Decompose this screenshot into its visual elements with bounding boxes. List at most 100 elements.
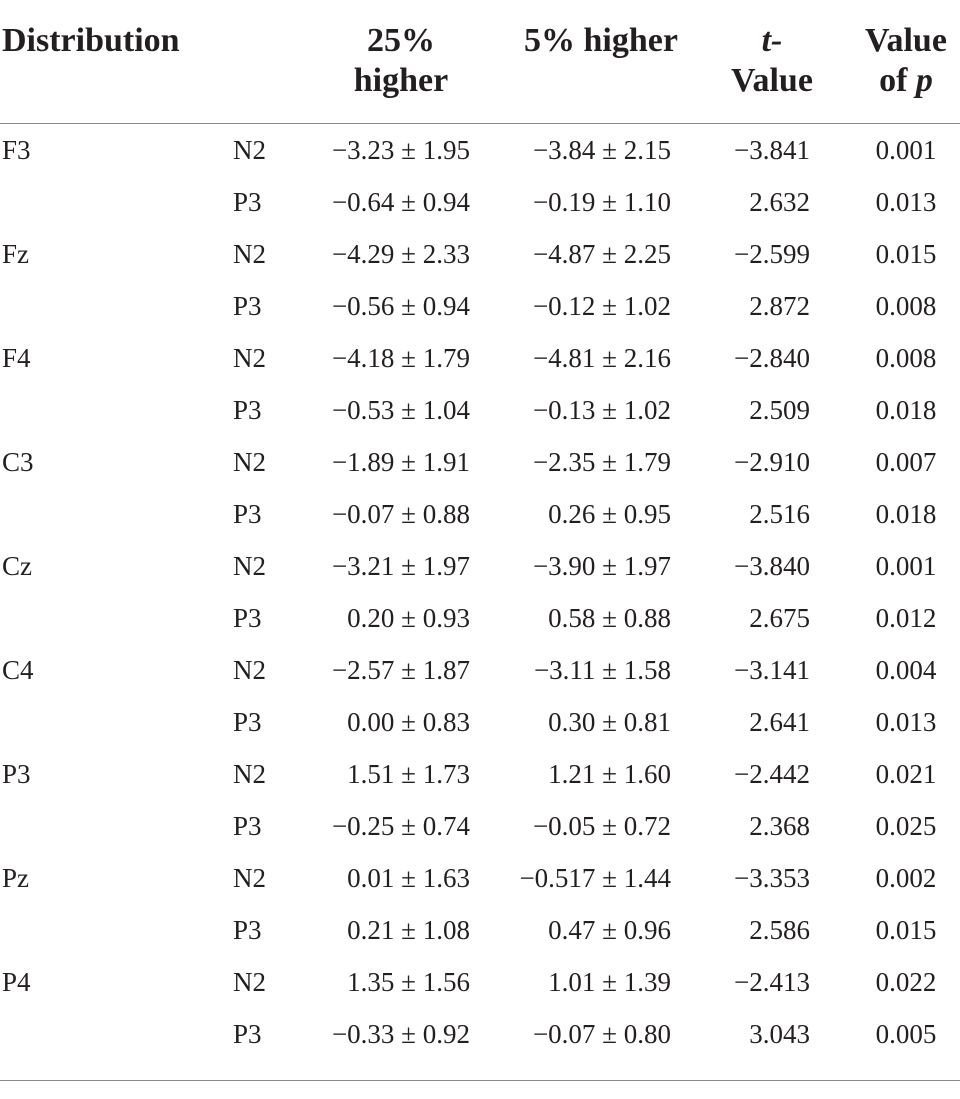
table-header: Distribution 25% higher 5% higher t- Val… bbox=[0, 0, 960, 123]
table-row: P3 0.20 ± 0.93 0.58 ± 0.88 2.675 0.012 bbox=[0, 592, 960, 644]
cell-25-higher: −0.25 ± 0.74 bbox=[331, 811, 470, 841]
cell-5-higher: 1.21 ± 1.60 bbox=[548, 759, 671, 789]
cell-distribution: F4 bbox=[2, 343, 31, 373]
table-row: P3 −0.64 ± 0.94 −0.19 ± 1.10 2.632 0.013 bbox=[0, 176, 960, 228]
table-row: P3 −0.56 ± 0.94 −0.12 ± 1.02 2.872 0.008 bbox=[0, 280, 960, 332]
cell-component: N2 bbox=[233, 447, 266, 477]
table-row: P3 0.21 ± 1.08 0.47 ± 0.96 2.586 0.015 bbox=[0, 904, 960, 956]
cell-component: N2 bbox=[233, 759, 266, 789]
cell-p-value: 0.018 bbox=[875, 395, 937, 425]
cell-5-higher: −2.35 ± 1.79 bbox=[532, 447, 671, 477]
cell-t-value: −3.841 bbox=[734, 135, 810, 165]
cell-component: N2 bbox=[233, 343, 266, 373]
cell-t-value: 2.872 bbox=[749, 291, 810, 321]
cell-25-higher: −4.18 ± 1.79 bbox=[331, 343, 470, 373]
cell-component: P3 bbox=[233, 707, 262, 737]
cell-p-value: 0.013 bbox=[875, 187, 937, 217]
table-row: F3 N2 −3.23 ± 1.95 −3.84 ± 2.15 −3.841 0.001 bbox=[0, 124, 960, 176]
cell-component: P3 bbox=[233, 499, 262, 529]
cell-p-value: 0.012 bbox=[875, 603, 937, 633]
header-5-higher: 5% higher bbox=[524, 22, 678, 59]
header-rule bbox=[0, 123, 960, 124]
cell-component: P3 bbox=[233, 291, 262, 321]
cell-p-value: 0.018 bbox=[875, 499, 937, 529]
cell-t-value: −2.442 bbox=[734, 759, 810, 789]
cell-p-value: 0.004 bbox=[875, 655, 937, 685]
cell-25-higher: −2.57 ± 1.87 bbox=[331, 655, 470, 685]
cell-component: P3 bbox=[233, 603, 262, 633]
cell-5-higher: −3.84 ± 2.15 bbox=[532, 135, 671, 165]
cell-5-higher: −0.12 ± 1.02 bbox=[532, 291, 671, 321]
cell-t-value: 2.516 bbox=[749, 499, 810, 529]
cell-25-higher: 0.20 ± 0.93 bbox=[347, 603, 470, 633]
cell-25-higher: −1.89 ± 1.91 bbox=[331, 447, 470, 477]
cell-p-value: 0.015 bbox=[875, 915, 937, 945]
cell-p-value: 0.001 bbox=[875, 551, 937, 581]
table-row: Fz N2 −4.29 ± 2.33 −4.87 ± 2.25 −2.599 0.015 bbox=[0, 228, 960, 280]
table-row: P3 −0.07 ± 0.88 0.26 ± 0.95 2.516 0.018 bbox=[0, 488, 960, 540]
cell-component: N2 bbox=[233, 551, 266, 581]
table-row: P3 −0.25 ± 0.74 −0.05 ± 0.72 2.368 0.025 bbox=[0, 800, 960, 852]
cell-t-value: −2.910 bbox=[734, 447, 810, 477]
cell-t-value: 3.043 bbox=[749, 1019, 810, 1049]
cell-5-higher: 0.26 ± 0.95 bbox=[548, 499, 671, 529]
bottom-rule bbox=[0, 1080, 960, 1081]
cell-25-higher: 0.00 ± 0.83 bbox=[347, 707, 470, 737]
table-row: P3 N2 1.51 ± 1.73 1.21 ± 1.60 −2.442 0.021 bbox=[0, 748, 960, 800]
cell-component: P3 bbox=[233, 395, 262, 425]
cell-25-higher: −0.07 ± 0.88 bbox=[331, 499, 470, 529]
cell-component: P3 bbox=[233, 915, 262, 945]
cell-component: N2 bbox=[233, 863, 266, 893]
cell-5-higher: 0.58 ± 0.88 bbox=[548, 603, 671, 633]
table-row: C4 N2 −2.57 ± 1.87 −3.11 ± 1.58 −3.141 0.004 bbox=[0, 644, 960, 696]
cell-p-value: 0.008 bbox=[875, 343, 937, 373]
cell-t-value: 2.641 bbox=[749, 707, 810, 737]
cell-t-value: −3.840 bbox=[734, 551, 810, 581]
cell-component: N2 bbox=[233, 239, 266, 269]
header-25-higher: 25% higher bbox=[322, 21, 480, 101]
header-t-value-line1: t- bbox=[761, 22, 783, 59]
cell-p-value: 0.001 bbox=[875, 135, 937, 165]
cell-5-higher: 0.30 ± 0.81 bbox=[548, 707, 671, 737]
cell-25-higher: −0.53 ± 1.04 bbox=[331, 395, 470, 425]
cell-5-higher: 0.47 ± 0.96 bbox=[548, 915, 671, 945]
cell-component: P3 bbox=[233, 811, 262, 841]
header-25-higher-line1: 25% bbox=[367, 22, 435, 59]
header-p-value: Value of p bbox=[852, 21, 960, 101]
cell-t-value: 2.632 bbox=[749, 187, 810, 217]
cell-5-higher: −0.13 ± 1.02 bbox=[532, 395, 671, 425]
table-row: P3 −0.53 ± 1.04 −0.13 ± 1.02 2.509 0.018 bbox=[0, 384, 960, 436]
cell-p-value: 0.025 bbox=[875, 811, 937, 841]
cell-distribution: Pz bbox=[2, 863, 29, 893]
cell-5-higher: −4.87 ± 2.25 bbox=[532, 239, 671, 269]
cell-5-higher: −3.11 ± 1.58 bbox=[533, 655, 671, 685]
cell-5-higher: −3.90 ± 1.97 bbox=[532, 551, 671, 581]
cell-p-value: 0.015 bbox=[875, 239, 937, 269]
header-p-value-line2: of p bbox=[852, 61, 960, 101]
cell-25-higher: 0.01 ± 1.63 bbox=[347, 863, 470, 893]
cell-t-value: −2.840 bbox=[734, 343, 810, 373]
cell-distribution: Fz bbox=[2, 239, 29, 269]
table-row: F4 N2 −4.18 ± 1.79 −4.81 ± 2.16 −2.840 0.008 bbox=[0, 332, 960, 384]
cell-25-higher: −4.29 ± 2.33 bbox=[331, 239, 470, 269]
cell-t-value: 2.509 bbox=[749, 395, 810, 425]
table-row: C3 N2 −1.89 ± 1.91 −2.35 ± 1.79 −2.910 0.007 bbox=[0, 436, 960, 488]
cell-25-higher: −0.56 ± 0.94 bbox=[331, 291, 470, 321]
cell-component: P3 bbox=[233, 187, 262, 217]
cell-p-value: 0.005 bbox=[875, 1019, 937, 1049]
table-row: P4 N2 1.35 ± 1.56 1.01 ± 1.39 −2.413 0.022 bbox=[0, 956, 960, 1008]
header-t-value-line2: Value bbox=[731, 62, 813, 99]
cell-25-higher: −0.64 ± 0.94 bbox=[331, 187, 470, 217]
table-row: Pz N2 0.01 ± 1.63 −0.517 ± 1.44 −3.353 0.002 bbox=[0, 852, 960, 904]
cell-t-value: −3.141 bbox=[734, 655, 810, 685]
cell-component: P3 bbox=[233, 1019, 262, 1049]
cell-5-higher: −0.517 ± 1.44 bbox=[519, 863, 671, 893]
cell-t-value: −2.413 bbox=[734, 967, 810, 997]
cell-p-value: 0.013 bbox=[875, 707, 937, 737]
cell-t-value: 2.675 bbox=[749, 603, 810, 633]
cell-25-higher: 1.51 ± 1.73 bbox=[347, 759, 470, 789]
cell-distribution: C4 bbox=[2, 655, 34, 685]
header-p-prefix: of bbox=[879, 62, 916, 99]
cell-t-value: −2.599 bbox=[734, 239, 810, 269]
table-row: P3 −0.33 ± 0.92 −0.07 ± 0.80 3.043 0.005 bbox=[0, 1008, 960, 1060]
